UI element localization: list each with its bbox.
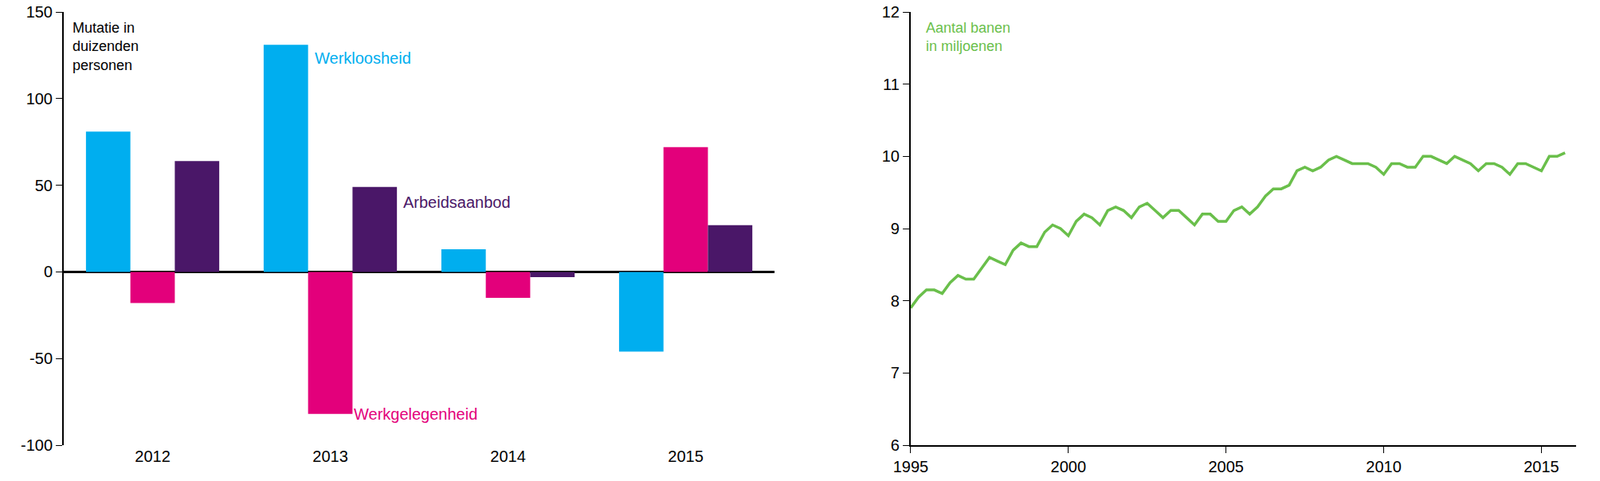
svg-text:2010: 2010 <box>1365 458 1402 476</box>
svg-text:2013: 2013 <box>312 447 349 466</box>
svg-text:2015: 2015 <box>667 447 704 466</box>
svg-text:Aantal banenin miljoenen: Aantal banenin miljoenen <box>925 19 1011 55</box>
svg-text:Mutatie induizendenpersonen: Mutatie induizendenpersonen <box>72 19 139 74</box>
svg-text:7: 7 <box>890 364 900 382</box>
svg-text:12: 12 <box>882 3 900 21</box>
svg-text:6: 6 <box>890 436 900 455</box>
svg-text:100: 100 <box>26 90 53 108</box>
svg-text:11: 11 <box>882 75 900 94</box>
svg-text:1995: 1995 <box>893 458 930 476</box>
svg-text:2014: 2014 <box>490 447 526 466</box>
svg-text:2000: 2000 <box>1050 458 1087 476</box>
svg-text:10: 10 <box>882 147 900 165</box>
svg-text:150: 150 <box>26 3 53 21</box>
svg-text:Werkgelegenheid: Werkgelegenheid <box>353 405 478 424</box>
svg-text:-50: -50 <box>29 349 53 368</box>
svg-text:Arbeidsaanbod: Arbeidsaanbod <box>403 193 511 212</box>
svg-text:50: 50 <box>35 176 53 195</box>
svg-text:2015: 2015 <box>1523 458 1560 476</box>
svg-text:2005: 2005 <box>1207 458 1244 476</box>
svg-text:-100: -100 <box>20 436 53 455</box>
svg-text:9: 9 <box>890 219 900 238</box>
svg-text:2012: 2012 <box>134 447 171 466</box>
svg-text:0: 0 <box>43 262 53 281</box>
svg-text:8: 8 <box>890 292 900 310</box>
svg-text:Werkloosheid: Werkloosheid <box>314 49 412 67</box>
